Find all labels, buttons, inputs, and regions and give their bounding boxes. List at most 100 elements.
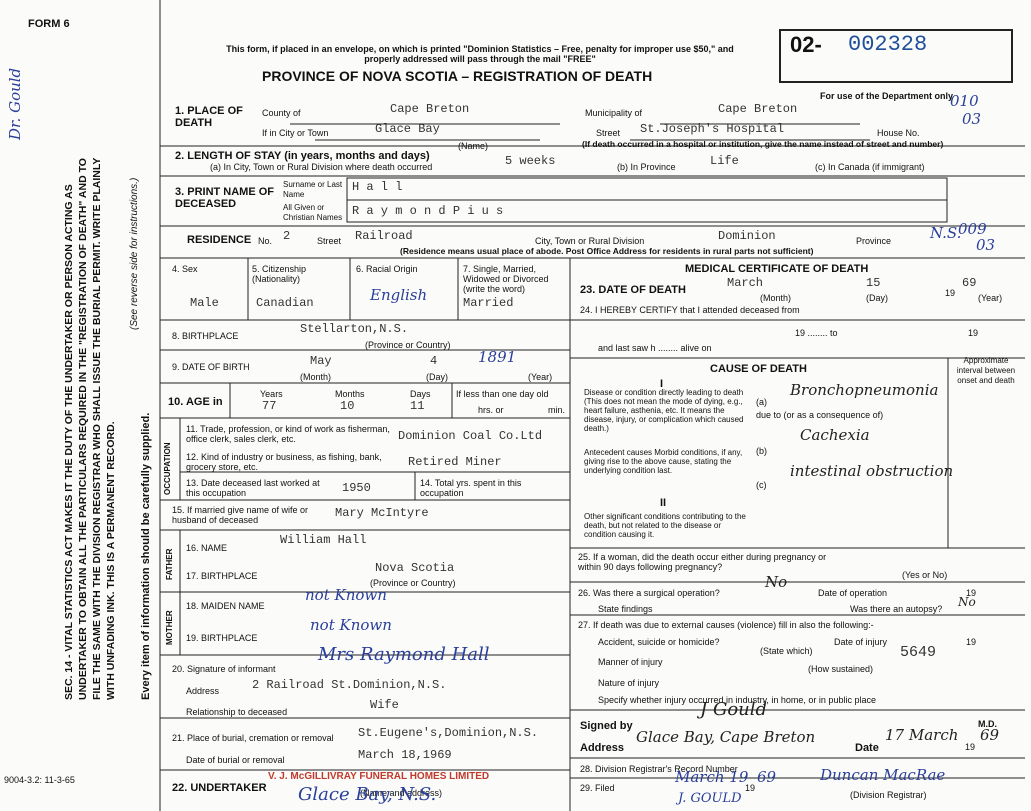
municipality: Cape Breton — [718, 102, 798, 116]
nineteen-to: 19 ........ to — [795, 328, 838, 338]
note: (Yes or No) — [902, 570, 948, 580]
days: 11 — [410, 399, 425, 413]
age-label: 10. AGE in — [168, 396, 223, 408]
street-label: Street — [317, 236, 342, 246]
citizenship: Canadian — [256, 296, 314, 310]
day-note: (Day) — [866, 293, 888, 303]
instructions: SEC. 14 - VITAL STATISTICS ACT MAKES IT … — [63, 157, 117, 700]
birthplace: Nova Scotia — [375, 561, 455, 575]
notice: This form, if placed in an envelope, on … — [226, 44, 734, 64]
year-note: (Year) — [978, 293, 1003, 303]
signature-label: 20. Signature of informant — [172, 664, 276, 674]
date-label: Date — [855, 742, 879, 754]
state-note: (State which) — [760, 646, 813, 656]
maiden: not Known — [305, 586, 387, 604]
last-saw: and last saw h ........ alive on — [598, 343, 712, 353]
name-note: (Name) — [458, 141, 489, 151]
record-label: 28. Division Registrar's Record Number — [580, 764, 738, 774]
year: 69 — [980, 726, 1000, 744]
century: 19 — [965, 742, 976, 752]
address: Glace Bay, N.S. — [298, 784, 437, 805]
city-label: (a) In City, Town or Rural Division wher… — [210, 162, 433, 172]
given: R a y m o n d P i u s — [352, 204, 504, 218]
where-label: Specify whether injury occurred in indus… — [598, 695, 876, 705]
address-label: Address — [580, 742, 625, 754]
department-codes: 03 — [976, 236, 996, 254]
handwritten-name: Dr. Gould — [6, 67, 24, 140]
nature-label: Nature of injury — [598, 678, 660, 688]
b-cause: Cachexia — [800, 426, 870, 444]
department-codes: 009 — [958, 220, 987, 238]
birthplace-note: (Province or Country) — [370, 578, 456, 588]
city-label: If in City or Town — [262, 128, 329, 138]
label: 27. If death was due to external causes … — [578, 620, 874, 630]
accident-label: Accident, suicide or homicide? — [598, 637, 720, 647]
relationship-label: Relationship to deceased — [186, 707, 288, 717]
month-note: (Month) — [300, 372, 332, 382]
street-label: Street — [596, 128, 621, 138]
stamp: V. J. McGILLIVRAY FUNERAL HOMES LIMITED — [268, 771, 490, 782]
filed: March 19 — [675, 768, 749, 786]
address-label: Address — [186, 686, 220, 696]
province-label: (b) In Province — [617, 162, 676, 172]
a: (a) — [756, 397, 767, 407]
signed: J Gould — [700, 699, 768, 720]
dob-label: 9. DATE OF BIRTH — [172, 362, 250, 372]
min-label: min. — [548, 405, 566, 415]
death-day: 15 — [866, 276, 881, 290]
b: (b) — [756, 446, 767, 456]
citizenship-label: 5. Citizenship (Nationality) — [252, 264, 307, 284]
address: 2 Railroad St.Dominion,N.S. — [252, 678, 447, 692]
province: Life — [710, 154, 739, 168]
address: Glace Bay, Cape Breton — [636, 728, 816, 746]
marital-label: 7. Single, Married, Widowed or Divorced … — [463, 264, 549, 294]
c: (c) — [756, 480, 767, 490]
maiden-label: 18. MAIDEN NAME — [186, 601, 265, 611]
signature: Mrs Raymond Hall — [318, 644, 490, 665]
autopsy-label: Was there an autopsy? — [850, 604, 943, 614]
name: William Hall — [280, 533, 367, 547]
answer: No — [765, 573, 788, 591]
province: N.S. — [930, 224, 962, 242]
a-cause: Bronchopneumonia — [790, 381, 939, 399]
century: 19 — [745, 783, 756, 793]
years-label: Years — [260, 389, 283, 399]
relationship: Wife — [370, 698, 399, 712]
form-number: FORM 6 — [28, 18, 70, 30]
less-day-label: If less than one day old — [456, 389, 549, 399]
date: 17 March — [885, 726, 959, 744]
filed-label: 29. Filed — [580, 783, 615, 793]
city: 5 weeks — [505, 154, 556, 168]
direct: Disease or condition directly leading to… — [584, 388, 744, 433]
date: March 18,1969 — [358, 748, 452, 762]
dob-day: 4 — [430, 354, 438, 368]
stamp: J. GOULD — [678, 791, 742, 806]
years: 77 — [262, 399, 277, 413]
antecedent: Antecedent causes Morbid conditions, if … — [584, 448, 743, 475]
label: 2. LENGTH OF STAY (in years, months and … — [175, 150, 430, 162]
industry: Retired Miner — [408, 455, 502, 469]
birthplace-label: 8. BIRTHPLACE — [172, 331, 239, 341]
other: Other significant conditions contributin… — [584, 512, 746, 539]
city-label: City, Town or Rural Division — [535, 236, 645, 246]
year-note: (Year) — [528, 372, 553, 382]
hospital-note: (If death occurred in a hospital or inst… — [582, 139, 944, 149]
department-codes: 010 — [950, 92, 979, 110]
month-note: (Month) — [760, 293, 792, 303]
sex: Male — [190, 296, 219, 310]
dob-month: May — [310, 354, 332, 368]
nineteen: 19 — [966, 637, 977, 647]
label: 26. Was there a surgical operation? — [578, 588, 720, 598]
name: Mary McIntyre — [335, 506, 429, 520]
no-label: No. — [258, 236, 273, 246]
place: St.Eugene's,Dominion,N.S. — [358, 726, 539, 740]
label: 15. If married give name of wife or husb… — [172, 505, 309, 525]
certify: 24. I HEREBY CERTIFY that I attended dec… — [580, 305, 800, 315]
side-label: MOTHER — [165, 610, 174, 645]
nineteen: 19 — [966, 588, 977, 598]
manner-label: Manner of injury — [598, 657, 663, 667]
side-label: FATHER — [165, 548, 174, 580]
cause-title: CAUSE OF DEATH — [710, 363, 807, 375]
sex-label: 4. Sex — [172, 264, 198, 274]
